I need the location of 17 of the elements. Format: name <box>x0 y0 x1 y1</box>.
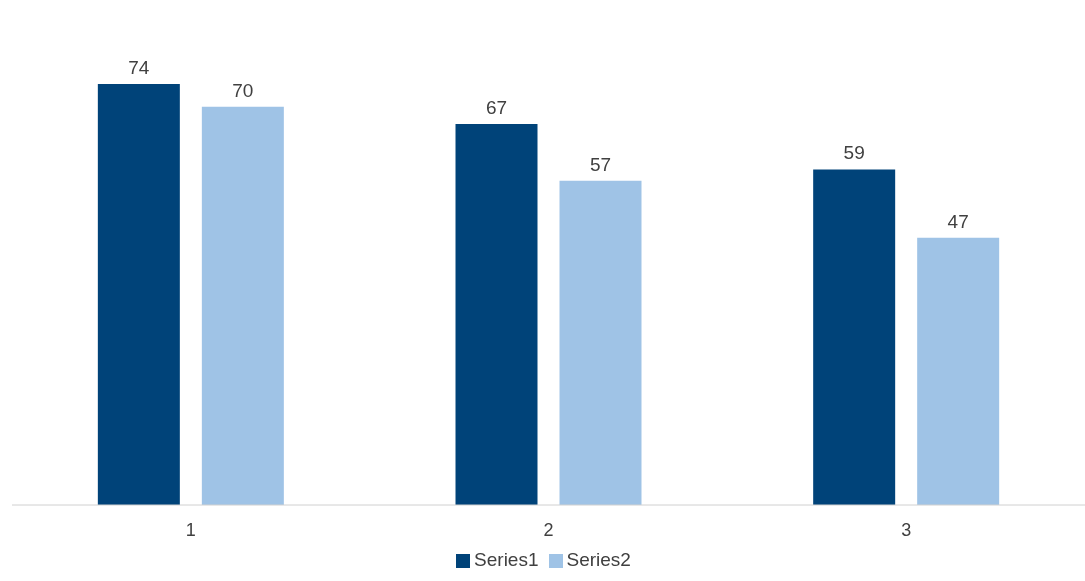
data-label: 74 <box>128 57 150 79</box>
bar <box>917 237 1000 505</box>
data-label: 59 <box>843 142 865 164</box>
data-label: 47 <box>947 210 969 232</box>
data-label: 70 <box>232 79 254 101</box>
x-tick-label: 3 <box>901 519 912 540</box>
data-label: 67 <box>485 96 508 118</box>
bar <box>455 123 538 505</box>
bar <box>97 84 180 505</box>
x-tick-label: 1 <box>185 519 196 540</box>
x-tick-label: 2 <box>543 519 554 540</box>
data-label: 57 <box>589 153 612 175</box>
bar <box>813 169 896 505</box>
legend-label: Series2 <box>566 549 631 570</box>
bar <box>559 180 642 505</box>
legend-label: Series1 <box>474 549 539 570</box>
bar <box>201 106 284 505</box>
